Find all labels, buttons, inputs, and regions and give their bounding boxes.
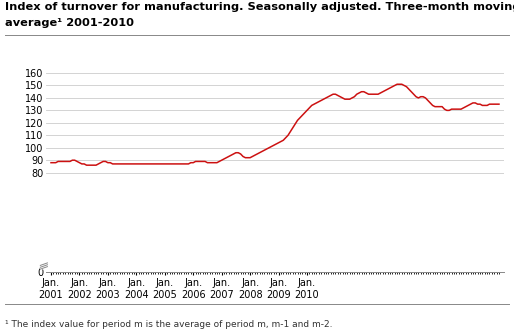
Text: ¹ The index value for period m is the average of period m, m-1 and m-2.: ¹ The index value for period m is the av… xyxy=(5,320,333,329)
Text: average¹ 2001-2010: average¹ 2001-2010 xyxy=(5,18,134,28)
Text: Index of turnover for manufacturing. Seasonally adjusted. Three-month moving: Index of turnover for manufacturing. Sea… xyxy=(5,2,514,12)
